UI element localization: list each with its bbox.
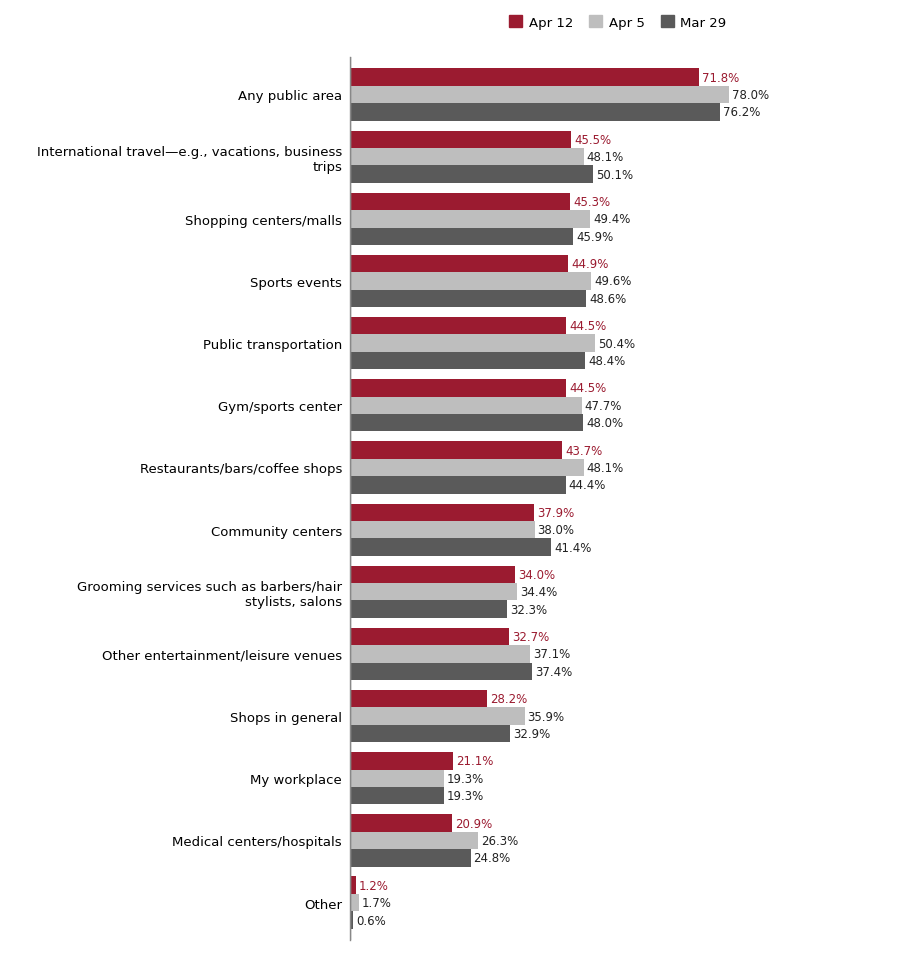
Bar bbox=[350, 318, 566, 335]
Bar bbox=[350, 70, 699, 86]
Text: 32.3%: 32.3% bbox=[510, 603, 547, 616]
Bar bbox=[350, 787, 444, 804]
Bar bbox=[350, 628, 509, 645]
Text: 76.2%: 76.2% bbox=[723, 107, 761, 119]
Bar bbox=[350, 104, 720, 121]
Text: 34.0%: 34.0% bbox=[518, 568, 555, 581]
Text: 48.4%: 48.4% bbox=[588, 355, 625, 367]
Bar bbox=[350, 894, 359, 912]
Legend: Apr 12, Apr 5, Mar 29: Apr 12, Apr 5, Mar 29 bbox=[509, 16, 727, 30]
Text: 1.2%: 1.2% bbox=[359, 879, 389, 891]
Bar bbox=[350, 132, 571, 149]
Bar bbox=[350, 601, 507, 618]
Text: 38.0%: 38.0% bbox=[538, 523, 574, 537]
Bar bbox=[350, 397, 582, 415]
Text: 48.1%: 48.1% bbox=[586, 461, 624, 475]
Text: 24.8%: 24.8% bbox=[474, 852, 511, 864]
Text: 45.3%: 45.3% bbox=[573, 196, 610, 208]
Bar bbox=[350, 149, 584, 167]
Bar bbox=[350, 752, 453, 769]
Text: 50.4%: 50.4% bbox=[597, 337, 635, 350]
Bar bbox=[350, 167, 594, 183]
Text: 43.7%: 43.7% bbox=[565, 444, 603, 457]
Text: 78.0%: 78.0% bbox=[732, 89, 769, 102]
Bar bbox=[350, 769, 444, 787]
Bar bbox=[350, 194, 570, 211]
Text: 37.1%: 37.1% bbox=[533, 648, 571, 661]
Text: 45.5%: 45.5% bbox=[574, 134, 611, 146]
Bar bbox=[350, 566, 515, 583]
Text: 34.4%: 34.4% bbox=[520, 585, 558, 599]
Bar bbox=[350, 415, 584, 432]
Text: 49.4%: 49.4% bbox=[593, 213, 631, 226]
Text: 19.3%: 19.3% bbox=[447, 772, 484, 785]
Bar bbox=[350, 583, 517, 601]
Text: 45.9%: 45.9% bbox=[576, 231, 613, 243]
Text: 50.1%: 50.1% bbox=[597, 169, 633, 181]
Bar bbox=[350, 831, 478, 849]
Text: 19.3%: 19.3% bbox=[447, 790, 484, 802]
Text: 41.4%: 41.4% bbox=[554, 541, 592, 554]
Text: 48.1%: 48.1% bbox=[586, 151, 624, 164]
Bar bbox=[350, 477, 566, 494]
Bar bbox=[350, 539, 551, 556]
Text: 49.6%: 49.6% bbox=[594, 275, 632, 288]
Bar bbox=[350, 912, 353, 928]
Text: 21.1%: 21.1% bbox=[455, 755, 493, 767]
Text: 0.6%: 0.6% bbox=[356, 914, 386, 926]
Bar bbox=[350, 353, 585, 370]
Text: 44.5%: 44.5% bbox=[569, 382, 607, 395]
Text: 37.9%: 37.9% bbox=[538, 506, 574, 519]
Text: 44.9%: 44.9% bbox=[571, 258, 609, 270]
Bar bbox=[350, 663, 532, 680]
Text: 28.2%: 28.2% bbox=[491, 693, 527, 705]
Bar bbox=[350, 256, 568, 273]
Bar bbox=[350, 521, 535, 539]
Text: 35.9%: 35.9% bbox=[527, 710, 564, 723]
Text: 20.9%: 20.9% bbox=[455, 817, 492, 829]
Bar bbox=[350, 877, 356, 894]
Text: 37.4%: 37.4% bbox=[535, 665, 572, 678]
Bar bbox=[350, 725, 510, 742]
Bar bbox=[350, 380, 566, 397]
Text: 48.6%: 48.6% bbox=[589, 293, 626, 305]
Bar bbox=[350, 229, 573, 246]
Text: 1.7%: 1.7% bbox=[361, 896, 392, 909]
Bar bbox=[350, 690, 487, 707]
Bar bbox=[350, 442, 562, 459]
Bar bbox=[350, 459, 584, 477]
Bar bbox=[350, 291, 586, 308]
Text: 44.4%: 44.4% bbox=[569, 479, 606, 492]
Text: 71.8%: 71.8% bbox=[702, 72, 739, 84]
Bar bbox=[350, 504, 534, 521]
Text: 44.5%: 44.5% bbox=[569, 320, 607, 333]
Bar bbox=[350, 815, 452, 831]
Bar bbox=[350, 273, 591, 291]
Text: 47.7%: 47.7% bbox=[585, 399, 622, 413]
Bar bbox=[350, 86, 729, 104]
Bar bbox=[350, 645, 530, 663]
Bar bbox=[350, 707, 525, 725]
Bar bbox=[350, 335, 595, 353]
Text: 32.7%: 32.7% bbox=[512, 631, 550, 643]
Text: 48.0%: 48.0% bbox=[586, 417, 623, 430]
Bar bbox=[350, 849, 471, 866]
Bar bbox=[350, 211, 590, 229]
Text: 32.9%: 32.9% bbox=[513, 728, 550, 740]
Text: 26.3%: 26.3% bbox=[481, 834, 518, 847]
